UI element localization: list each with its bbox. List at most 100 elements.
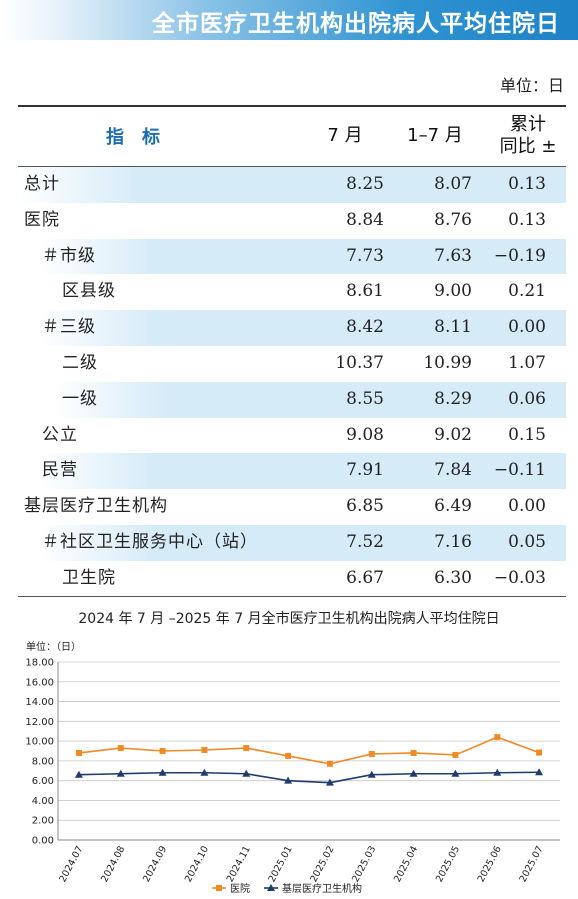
row-value-yoy: 0.13 — [508, 209, 546, 230]
y-tick-label: 14.00 — [25, 697, 54, 708]
data-point-hospital — [452, 751, 459, 758]
data-point-primary-care — [284, 776, 293, 784]
row-value-yoy: 0.00 — [508, 496, 546, 517]
row-value-yoy: −0.03 — [493, 567, 546, 588]
data-point-hospital — [75, 749, 82, 756]
series-line-2 — [78, 771, 540, 784]
legend-label-primary-care: 基层医疗卫生机构 — [282, 882, 362, 895]
x-tick-label: 2025.06 — [476, 844, 504, 884]
row-value-ytd: 6.49 — [434, 496, 472, 517]
x-tick-label: 2025.03 — [350, 844, 378, 884]
x-tick-label: 2024.08 — [99, 844, 127, 884]
x-tick-label: 2025.07 — [518, 844, 546, 884]
row-value-ytd: 7.63 — [434, 245, 472, 266]
row-shade-band — [18, 167, 566, 203]
data-point-hospital — [326, 760, 333, 767]
x-tick-label: 2025.05 — [434, 844, 462, 884]
data-point-primary-care — [409, 769, 418, 777]
table-row: 公立 9.08 9.02 0.15 — [18, 418, 566, 454]
data-point-primary-care — [200, 768, 209, 776]
row-shade-band — [54, 381, 566, 418]
y-tick-label: 16.00 — [25, 677, 54, 688]
row-label: 医院 — [24, 209, 60, 230]
y-tick-label: 0.00 — [32, 836, 54, 847]
title-banner: 全市医疗卫生机构出院病人平均住院日 — [0, 0, 578, 40]
row-label: 区县级 — [62, 281, 116, 302]
row-value-month: 7.91 — [346, 460, 384, 481]
row-value-ytd: 9.00 — [434, 281, 472, 302]
column-header-yoy-line2: 同比 ± — [499, 136, 557, 157]
legend-label-hospital: 医院 — [230, 882, 250, 895]
y-tick-label: 2.00 — [32, 816, 54, 827]
data-point-hospital — [243, 745, 250, 752]
row-value-month: 7.73 — [346, 245, 384, 266]
table-bottom-rule — [18, 596, 566, 597]
row-label: ＃市级 — [42, 245, 96, 266]
row-label: 民营 — [42, 460, 78, 481]
y-tick-label: 6.00 — [32, 776, 54, 787]
row-label: ＃社区卫生服务中心（站） — [42, 532, 258, 552]
row-value-month: 10.37 — [335, 353, 384, 373]
row-label: 公立 — [42, 424, 78, 445]
column-header-indicator: 指 标 — [106, 127, 160, 148]
y-tick-label: 18.00 — [25, 658, 54, 669]
row-shade-band — [38, 310, 566, 346]
data-point-hospital — [536, 749, 543, 756]
row-shade-band — [38, 238, 566, 275]
x-tick-label: 2025.01 — [267, 844, 295, 884]
table-row: 民营 7.91 7.84 −0.11 — [18, 453, 566, 490]
row-value-yoy: 0.15 — [508, 424, 546, 445]
row-value-ytd: 7.84 — [434, 460, 472, 481]
row-value-month: 8.55 — [346, 388, 384, 409]
column-header-yoy-line1: 累计 — [510, 114, 546, 135]
table-top-rule — [18, 105, 566, 107]
row-value-month: 8.61 — [346, 281, 384, 302]
row-shade-band — [38, 525, 566, 561]
row-value-yoy: 0.13 — [508, 174, 546, 194]
series-line-1 — [78, 736, 540, 765]
legend-marker-hospital — [216, 885, 222, 891]
data-point-primary-care — [535, 768, 544, 776]
y-axis-label: 单位：（日） — [26, 640, 81, 653]
table-row: 二级 10.37 10.99 1.07 — [18, 346, 566, 382]
row-label: 卫生院 — [62, 567, 116, 588]
data-point-hospital — [201, 747, 208, 754]
row-value-month: 7.52 — [346, 532, 384, 552]
row-value-month: 8.42 — [346, 317, 384, 338]
table-row: ＃社区卫生服务中心（站） 7.52 7.16 0.05 — [18, 525, 566, 561]
table-row: ＃市级 7.73 7.63 −0.19 — [18, 238, 566, 275]
x-tick-label: 2024.11 — [225, 844, 253, 884]
x-tick-label: 2025.04 — [392, 844, 420, 884]
row-label: 基层医疗卫生机构 — [24, 496, 168, 517]
x-tick-label: 2024.09 — [141, 844, 169, 884]
y-tick-label: 10.00 — [25, 737, 54, 748]
row-value-ytd: 8.76 — [434, 209, 472, 230]
row-value-yoy: −0.19 — [493, 245, 546, 266]
table-row: 基层医疗卫生机构 6.85 6.49 0.00 — [18, 489, 566, 525]
data-point-hospital — [494, 734, 501, 741]
data-point-primary-care — [116, 769, 125, 777]
x-tick-label: 2025.02 — [308, 844, 336, 884]
row-label: ＃三级 — [42, 317, 96, 338]
row-label: 二级 — [62, 353, 98, 373]
row-value-yoy: 0.06 — [508, 388, 546, 409]
row-value-month: 8.25 — [346, 174, 384, 194]
column-header-ytd: 1–7 月 — [407, 125, 463, 146]
table-header-rule — [18, 166, 566, 167]
row-value-month: 6.85 — [346, 496, 384, 517]
table-row: 总计 8.25 8.07 0.13 — [18, 167, 566, 203]
data-point-primary-care — [451, 769, 460, 777]
data-point-primary-care — [367, 770, 376, 778]
row-value-month: 8.84 — [346, 209, 384, 230]
row-value-ytd: 8.11 — [434, 317, 472, 338]
chart-title: 2024 年 7 月 –2025 年 7 月全市医疗卫生机构出院病人平均住院日 — [78, 611, 500, 627]
row-value-yoy: −0.11 — [493, 460, 546, 481]
table-row: 区县级 8.61 9.00 0.21 — [18, 274, 566, 310]
row-label: 总计 — [24, 174, 60, 194]
data-point-primary-care — [74, 770, 83, 778]
row-value-ytd: 9.02 — [434, 424, 472, 445]
x-tick-label: 2024.07 — [57, 844, 85, 884]
row-value-yoy: 1.07 — [508, 353, 546, 373]
table-row: 一级 8.55 8.29 0.06 — [18, 381, 566, 418]
column-header-month: 7 月 — [327, 125, 363, 146]
